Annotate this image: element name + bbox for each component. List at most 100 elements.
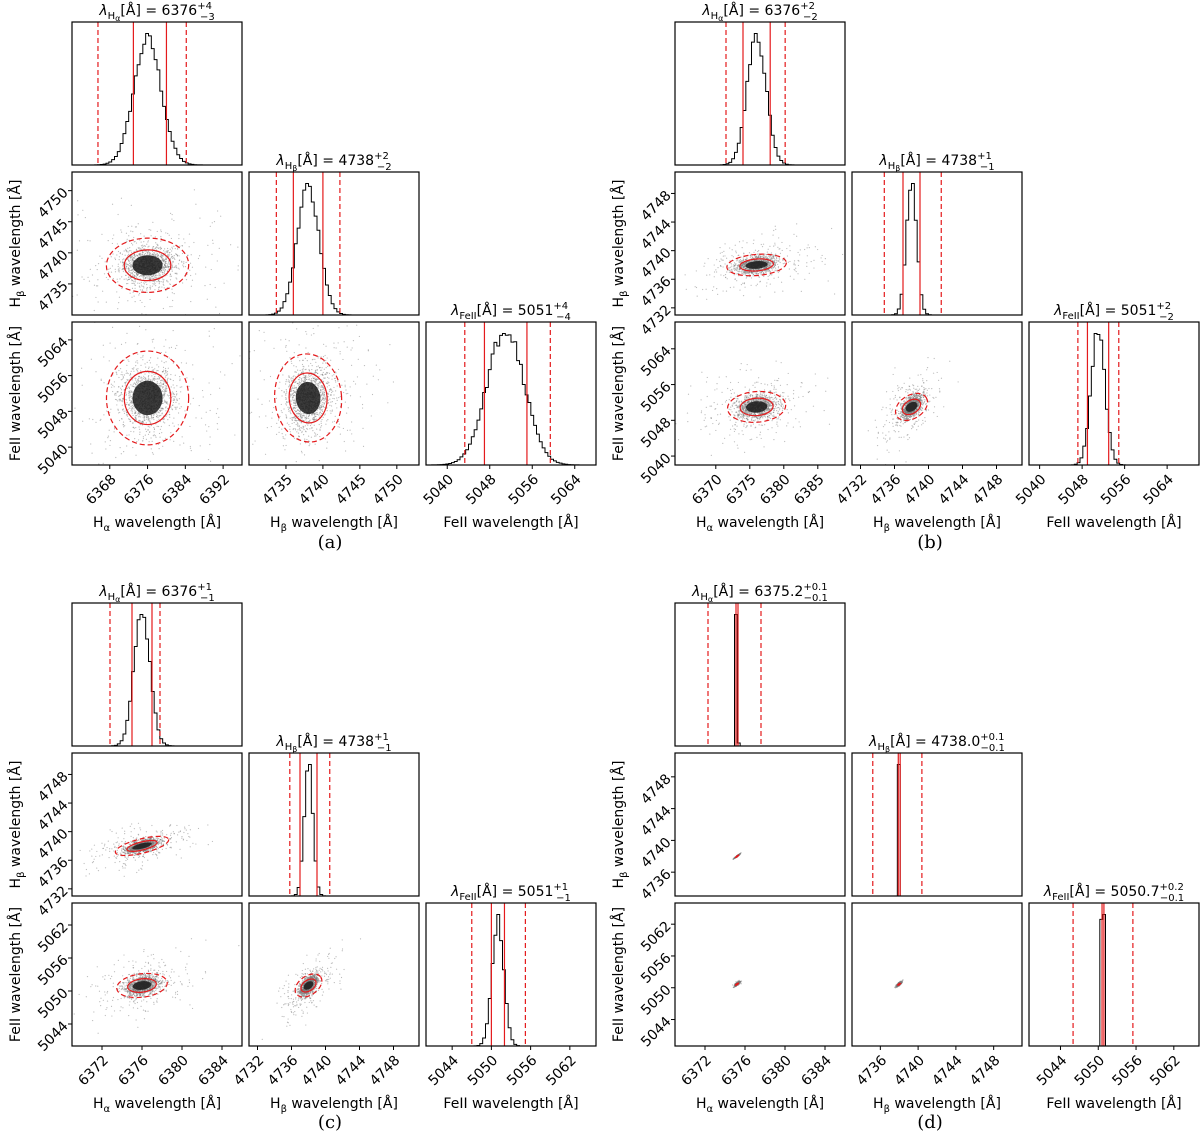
title-subsubscript: β <box>292 164 297 173</box>
scatter-point <box>146 287 148 289</box>
scatter-point <box>144 305 146 308</box>
scatter-point <box>126 240 128 242</box>
scatter-point <box>353 440 355 442</box>
scatter-point <box>173 387 175 389</box>
scatter-point <box>195 273 197 275</box>
scatter-point <box>153 431 155 433</box>
scatter-point <box>317 382 319 385</box>
scatter-point <box>159 274 161 276</box>
scatter-point <box>261 403 263 405</box>
scatter-point <box>169 248 171 250</box>
scatter-point <box>833 293 836 295</box>
scatter-point <box>152 453 155 455</box>
scatter-point <box>304 438 306 440</box>
scatter-point <box>165 232 167 234</box>
scatter-point <box>342 358 344 361</box>
scatter-point <box>165 406 167 408</box>
scatter-point <box>200 417 203 419</box>
scatter-point <box>134 379 137 381</box>
scatter-point <box>163 395 165 397</box>
scatter-point <box>150 424 152 427</box>
scatter-point <box>167 373 169 375</box>
scatter-point <box>155 285 157 287</box>
scatter-point <box>312 302 313 303</box>
scatter-point <box>137 380 139 382</box>
scatter-point <box>173 293 175 295</box>
scatter-point <box>354 383 357 385</box>
scatter-point <box>331 409 333 411</box>
scatter-point <box>148 366 150 368</box>
scatter-point <box>324 399 326 401</box>
scatter-point <box>165 258 167 260</box>
scatter-point <box>295 392 297 394</box>
scatter-point <box>159 248 161 250</box>
scatter-point <box>150 235 152 237</box>
scatter-point <box>159 410 162 412</box>
scatter-point <box>320 404 323 406</box>
scatter-point <box>166 374 168 376</box>
scatter-point <box>151 375 153 377</box>
scatter-point <box>138 419 140 421</box>
scatter-point <box>180 362 183 364</box>
scatter-point <box>125 372 127 374</box>
scatter-point <box>160 248 162 250</box>
scatter-point <box>162 395 164 397</box>
scatter-point <box>120 231 123 233</box>
scatter-point <box>134 257 136 259</box>
scatter-point <box>148 278 150 280</box>
scatter-point <box>331 375 333 377</box>
scatter-point <box>310 374 312 377</box>
scatter-point <box>117 281 119 283</box>
scatter-point <box>316 384 318 386</box>
scatter-point <box>285 444 287 447</box>
scatter-point <box>334 371 337 373</box>
scatter-point <box>153 253 155 256</box>
scatter-point <box>109 267 111 270</box>
scatter-point <box>320 414 322 416</box>
scatter-point <box>304 425 306 427</box>
scatter-point <box>287 309 288 310</box>
scatter-point <box>297 432 300 434</box>
scatter-point <box>114 394 116 396</box>
scatter-point <box>302 414 305 416</box>
scatter-point <box>125 266 127 269</box>
scatter-point <box>122 377 125 379</box>
scatter-point <box>161 432 163 434</box>
scatter-point <box>174 396 176 398</box>
scatter-point <box>312 358 314 360</box>
scatter-point <box>324 389 326 391</box>
scatter-point <box>299 412 302 414</box>
scatter-point <box>131 269 133 271</box>
scatter-point <box>150 274 152 277</box>
scatter-point <box>121 401 124 403</box>
scatter-point <box>137 381 139 384</box>
scatter-point <box>311 413 313 415</box>
scatter-point <box>314 379 316 381</box>
scatter-point <box>297 429 299 431</box>
scatter-point <box>134 438 136 440</box>
scatter-point <box>329 389 331 391</box>
scatter-point <box>306 417 308 419</box>
scatter-point <box>297 424 299 426</box>
scatter-point <box>377 379 380 381</box>
scatter-point <box>93 309 95 312</box>
scatter-point <box>288 386 290 388</box>
scatter-point <box>150 416 153 418</box>
y-tick-label: 5064 <box>35 334 72 371</box>
scatter-point <box>135 454 137 456</box>
scatter-point <box>319 428 321 430</box>
scatter-point <box>210 268 212 271</box>
scatter-point <box>135 384 137 386</box>
scatter-point <box>171 218 173 220</box>
scatter-point <box>312 376 314 378</box>
scatter-point <box>158 384 160 387</box>
scatter-point <box>131 265 133 267</box>
scatter-point <box>125 248 127 251</box>
scatter-point <box>167 252 169 254</box>
scatter-point <box>114 393 116 395</box>
scatter-point <box>131 391 133 393</box>
scatter-point <box>106 410 108 412</box>
scatter-point <box>723 275 725 277</box>
scatter-point <box>329 302 330 303</box>
scatter-point <box>208 382 210 384</box>
